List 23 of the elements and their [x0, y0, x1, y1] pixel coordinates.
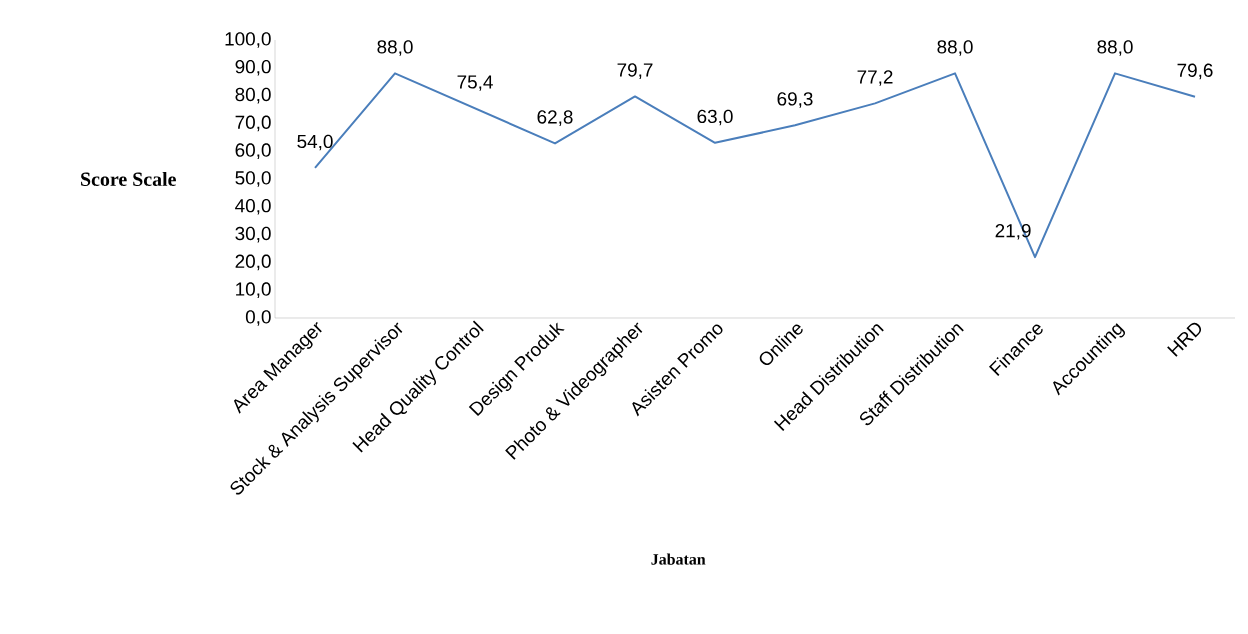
y-tick-label: 30,0 — [235, 226, 271, 243]
data-label: 54,0 — [297, 134, 333, 151]
data-label: 79,7 — [617, 63, 653, 79]
y-tick-label: 10,0 — [236, 282, 271, 299]
y-tick-label: 90,0 — [235, 59, 271, 76]
data-label: 77,2 — [857, 70, 893, 86]
data-label: 69,3 — [777, 92, 813, 108]
data-label: 63,0 — [697, 109, 733, 126]
data-label: 79,6 — [1177, 63, 1213, 80]
data-label: 62,8 — [537, 110, 573, 126]
y-tick-label: 70,0 — [235, 115, 271, 132]
y-tick-label: 60,0 — [235, 143, 271, 160]
y-tick-label: 20,0 — [235, 254, 271, 271]
y-tick-label: 40,0 — [235, 198, 271, 215]
data-label: 88,0 — [937, 40, 973, 56]
y-tick-label: 100,0 — [225, 32, 271, 48]
data-label: 75,4 — [457, 75, 493, 91]
data-label: 88,0 — [1097, 40, 1133, 56]
y-tick-label: 50,0 — [235, 171, 271, 187]
y-tick-label: 80,0 — [235, 87, 271, 104]
y-axis-title: Score Scale — [81, 171, 176, 186]
x-axis-title: Jabatan — [651, 553, 706, 565]
data-label: 88,0 — [377, 40, 413, 56]
